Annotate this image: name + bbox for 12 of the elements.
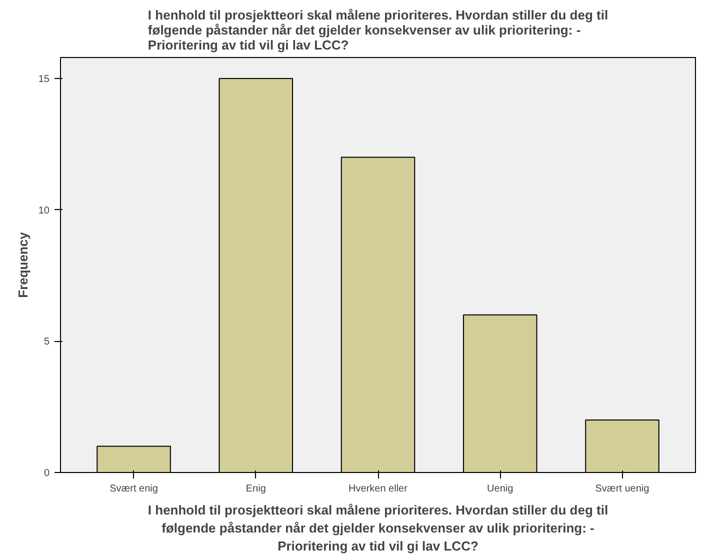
x-tick-label: Svært uenig bbox=[595, 484, 650, 494]
y-tick-label: 10 bbox=[38, 205, 50, 216]
x-tick-label: Uenig bbox=[487, 484, 514, 494]
x-tick-label: Svært enig bbox=[110, 484, 158, 494]
x-tick-label: Hverken eller bbox=[348, 484, 408, 494]
y-tick-label: 0 bbox=[44, 468, 50, 479]
x-tick-label: Enig bbox=[246, 484, 266, 494]
y-tick-label: 5 bbox=[44, 336, 50, 348]
x-axis-title: I henhold til prosjektteori skal målene prioriteres. Hvordan stiller du deg til følgende påstander når det gjelder konsekvenser av ulik prioritering: - Prioritering av tid vil gi lav LCC? bbox=[148, 502, 608, 554]
chart-title: I henhold til prosjektteori skal målene prioriteres. Hvordan stiller du deg til følgende påstander når det gjelder konsekvenser av ulik prioritering: - Prioritering av tid vil gi lav LCC? bbox=[148, 8, 608, 52]
y-tick-label: 15 bbox=[38, 74, 50, 86]
y-axis-title: Frequency bbox=[15, 231, 30, 298]
